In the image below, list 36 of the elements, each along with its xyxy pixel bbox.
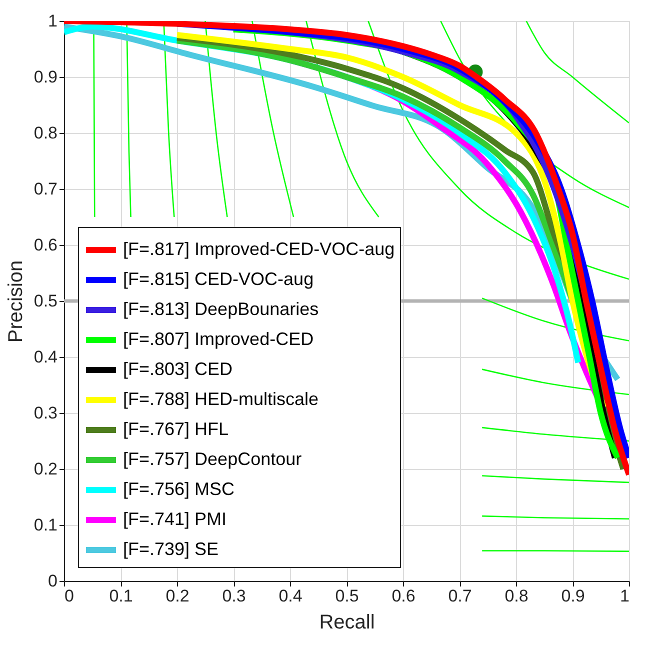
y-tick-label: 0.3 [34,404,58,422]
legend-label: [F=.739] SE [123,539,219,559]
x-tick-label: 0.2 [166,586,190,606]
y-tick-label: 0.6 [34,236,58,254]
y-tick-label: 0.2 [34,460,58,478]
legend-label: [F=.803] CED [123,359,233,379]
x-tick-label: 0.8 [504,586,528,606]
x-tick-label: 0.6 [392,586,416,606]
x-tick-label: 0.3 [222,586,246,606]
x-tick-label: 0 [64,586,74,606]
legend-label: [F=.807] Improved-CED [123,329,314,349]
y-tick-label: 0 [48,572,58,590]
y-tick-label: 0.9 [34,68,58,86]
legend-label: [F=.817] Improved-CED-VOC-aug [123,239,395,259]
x-tick-label: 0.4 [278,586,302,606]
y-tick-label: 0.1 [34,516,58,534]
legend-label: [F=.813] DeepBounaries [123,299,319,319]
y-tick-label: 1 [48,12,58,30]
legend-label: [F=.788] HED-multiscale [123,389,319,409]
x-axis-title: Recall [319,612,375,634]
legend-label: [F=.767] HFL [123,419,229,439]
x-tick-label: 0.5 [335,586,359,606]
y-tick-label: 0.7 [34,180,58,198]
legend-label: [F=.757] DeepContour [123,449,302,469]
x-tick-label: 0.1 [109,586,133,606]
x-tick-label: 0.7 [448,586,472,606]
x-tick-label: 0.9 [561,586,585,606]
legend-label: [F=.741] PMI [123,509,227,529]
legend-label: [F=.756] MSC [123,479,235,499]
legend-label: [F=.815] CED-VOC-aug [123,269,314,289]
x-tick-label: 1 [620,586,630,606]
y-tick-label: 0.4 [34,348,58,366]
y-tick-label: 0.8 [34,124,58,142]
line-series [526,21,629,124]
y-tick-label: 0.5 [34,292,58,310]
y-axis-title: Precision [4,260,27,343]
